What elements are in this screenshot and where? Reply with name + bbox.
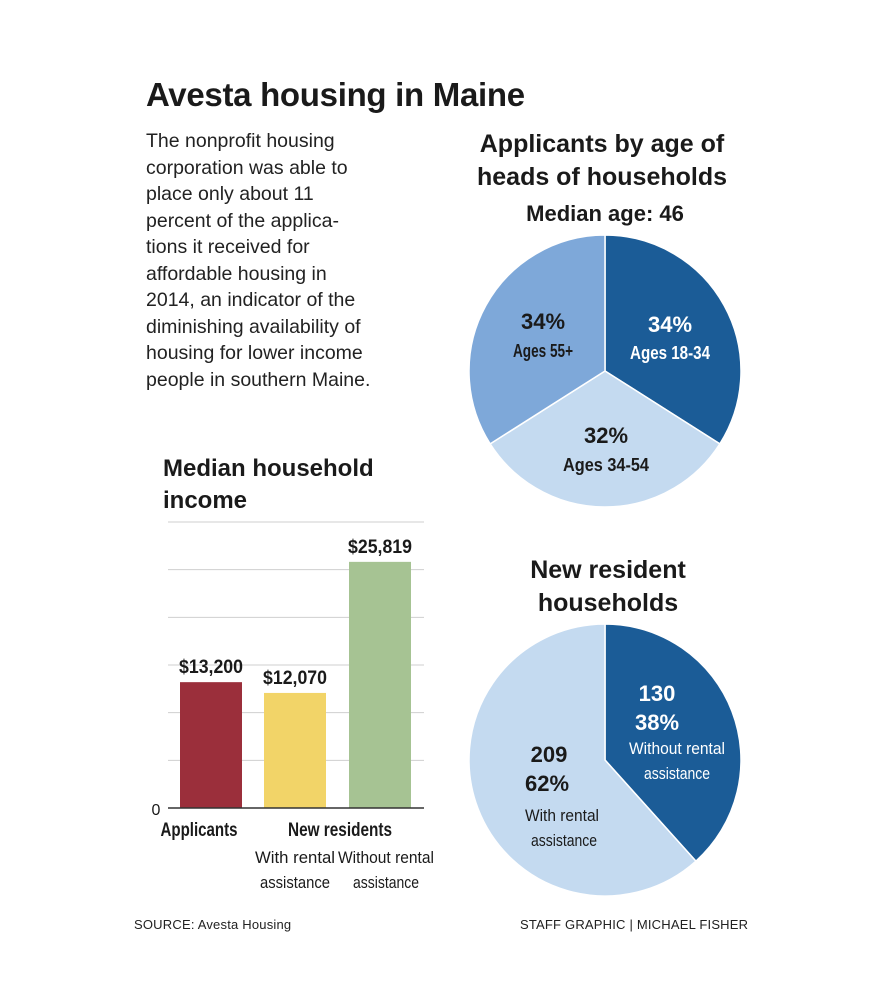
pie-slice: [468, 234, 606, 445]
bar-value-label: $25,819: [348, 537, 412, 558]
slice-label-18-34: 34% Ages 18-34: [630, 312, 710, 363]
slice-pct-label: 32%: [584, 423, 628, 448]
resident-pie-title-line-1: New resident: [530, 556, 686, 584]
bar: [264, 692, 326, 808]
age-pie-slices: [468, 234, 742, 508]
staff-credit: STAFF GRAPHIC | MICHAEL FISHER: [520, 917, 749, 932]
slice-name-line-1: With rental: [525, 806, 599, 825]
pie-slice: [604, 623, 742, 863]
intro-line: diminishing availability of: [146, 315, 361, 338]
intro-line: 2014, an indicator of the: [146, 289, 356, 311]
bar-chart-title-line-1: Median household: [163, 455, 374, 482]
age-pie-title-line-2: heads of households: [477, 163, 727, 191]
slice-name-line-1: Without rental: [629, 739, 725, 758]
age-pie-subtitle: Median age: 46: [526, 201, 684, 226]
slice-name-label: Ages 34-54: [563, 455, 649, 475]
slice-pct-label: 34%: [521, 309, 565, 334]
x-label-with-rental-line-1: With rental: [255, 848, 335, 867]
resident-pie-title-line-2: households: [538, 589, 678, 617]
x-label-new-residents: New residents: [288, 820, 392, 841]
bar-value-label: $12,070: [263, 668, 327, 689]
bar-value-label: $13,200: [179, 657, 243, 678]
intro-line: percent of the applica-: [146, 209, 339, 232]
slice-pct-label: 34%: [648, 312, 692, 337]
slice-name-label: Ages 55+: [513, 341, 573, 361]
intro-line: corporation was able to: [146, 156, 348, 179]
slice-count-label: 209: [531, 742, 568, 767]
bar: [349, 561, 411, 808]
slice-count-label: 130: [639, 681, 676, 706]
new-resident-pie-chart: New resident households 130 38% Without …: [468, 556, 742, 897]
page-title: Avesta housing in Maine: [146, 76, 525, 113]
bar-chart-title-line-2: income: [163, 487, 247, 514]
slice-label-55-plus: 34% Ages 55+: [513, 309, 573, 361]
slice-pct-label: 62%: [525, 771, 569, 796]
slice-name-line-2: assistance: [644, 764, 710, 783]
pie-slice: [489, 370, 721, 508]
slice-pct-label: 38%: [635, 710, 679, 735]
bar-value-labels: $13,200 $12,070 $25,819: [179, 537, 412, 689]
source-credit: SOURCE: Avesta Housing: [134, 917, 292, 932]
intro-line: housing for lower income: [146, 342, 363, 364]
intro-line: place only about 11: [146, 183, 314, 205]
x-label-without-rental-line-2: assistance: [353, 873, 419, 892]
pie-slice: [604, 234, 742, 445]
intro-line: people in southern Maine.: [146, 368, 371, 391]
age-pie-title-line-1: Applicants by age of: [480, 130, 725, 158]
intro-line: tions it received for: [146, 236, 310, 258]
slice-label-with-rental: 209 62% With rental assistance: [525, 742, 599, 850]
x-label-applicants: Applicants: [161, 820, 238, 841]
slice-label-without-rental: 130 38% Without rental assistance: [629, 681, 725, 783]
bars: [180, 561, 411, 808]
intro-line: affordable housing in: [146, 262, 327, 285]
y-zero-tick-label: 0: [152, 802, 161, 819]
slice-name-line-2: assistance: [531, 831, 597, 850]
x-label-without-rental-line-1: Without rental: [338, 848, 434, 867]
intro-paragraph: The nonprofit housing corporation was ab…: [146, 128, 416, 393]
intro-line: The nonprofit housing: [146, 130, 335, 152]
bar: [180, 682, 242, 808]
slice-name-label: Ages 18-34: [630, 343, 710, 363]
slice-label-34-54: 32% Ages 34-54: [563, 423, 649, 475]
median-income-bar-chart: Median household income $13,200 $12,070 $2…: [152, 455, 434, 892]
age-pie-chart: Applicants by age of heads of households…: [468, 130, 742, 508]
resident-pie-slices: [468, 623, 742, 897]
x-label-with-rental-line-2: assistance: [260, 873, 330, 892]
pie-slice: [468, 623, 697, 897]
